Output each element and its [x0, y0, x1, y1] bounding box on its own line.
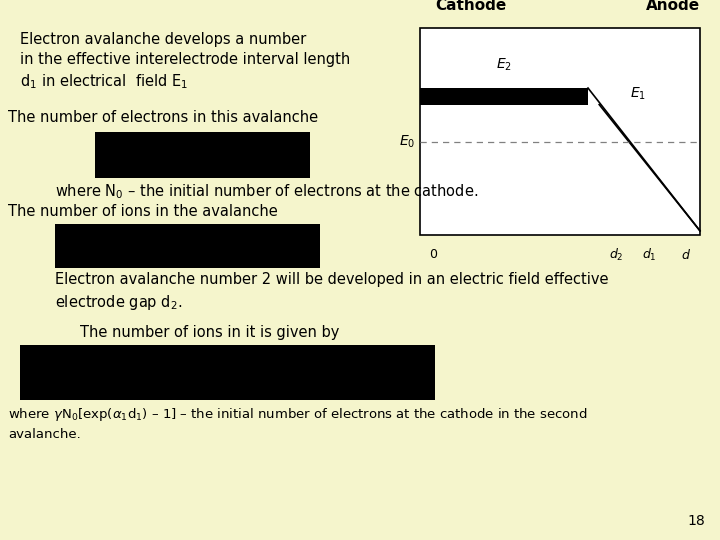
Bar: [20, 345, 435, 400]
Bar: [55, 224, 320, 268]
Text: $d_2$: $d_2$: [608, 247, 624, 263]
Bar: [420, 28, 700, 235]
Text: The number of ions in the avalanche: The number of ions in the avalanche: [8, 204, 278, 219]
Text: $d_1$: $d_1$: [642, 247, 657, 263]
Text: Electron avalanche number 2 will be developed in an electric field effective: Electron avalanche number 2 will be deve…: [55, 272, 608, 287]
Text: d$_1$ in electrical  field E$_1$: d$_1$ in electrical field E$_1$: [20, 72, 189, 91]
Text: in the effective interelectrode interval length: in the effective interelectrode interval…: [20, 52, 350, 67]
Text: 18: 18: [688, 514, 705, 528]
Text: Electron avalanche develops a number: Electron avalanche develops a number: [20, 32, 306, 47]
Text: $E_2$: $E_2$: [496, 57, 512, 73]
Text: Anode: Anode: [646, 0, 700, 13]
Bar: [420, 88, 588, 105]
Text: The number of electrons in this avalanche: The number of electrons in this avalanch…: [8, 110, 318, 125]
Bar: [420, 28, 700, 235]
Text: $d$: $d$: [681, 248, 691, 262]
Text: electrode gap d$_2$.: electrode gap d$_2$.: [55, 293, 182, 312]
Text: The number of ions in it is given by: The number of ions in it is given by: [80, 325, 339, 340]
Text: Cathode: Cathode: [435, 0, 506, 13]
Bar: [95, 132, 310, 178]
Text: avalanche.: avalanche.: [8, 428, 81, 441]
Text: $E_1$: $E_1$: [631, 86, 647, 103]
Text: where $\gamma$N$_0$[exp($\alpha_1$d$_1$) – 1] – the initial number of electrons : where $\gamma$N$_0$[exp($\alpha_1$d$_1$)…: [8, 406, 588, 423]
Text: $E_0$: $E_0$: [399, 134, 415, 150]
Text: $0$: $0$: [429, 248, 438, 261]
Text: where N$_0$ – the initial number of electrons at the cathode.: where N$_0$ – the initial number of elec…: [55, 182, 478, 201]
